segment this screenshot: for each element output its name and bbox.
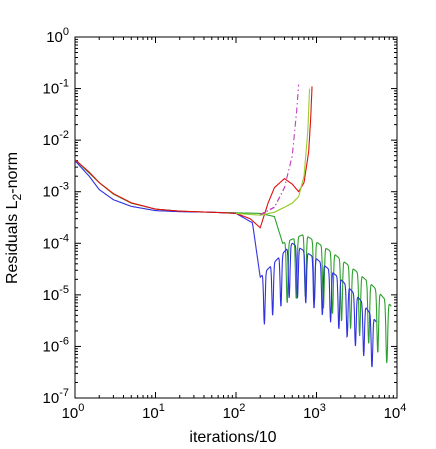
- y-tick-label: 10-4: [43, 232, 69, 252]
- y-tick-label: 10-3: [43, 181, 69, 201]
- series-line-1: [74, 159, 392, 364]
- y-tick-label: 10-6: [43, 335, 69, 355]
- x-tick-labels: 100 101 102 103 104: [62, 402, 407, 422]
- y-tick-label: 10-5: [43, 284, 69, 304]
- x-tick-label: 101: [142, 402, 165, 422]
- y-tick-label: 10-2: [43, 129, 69, 149]
- y-axis-label-subscript: 2: [10, 193, 24, 200]
- series-line-5: [259, 84, 300, 216]
- plot-frame: [74, 36, 398, 399]
- y-axis-label-tail: -norm: [4, 152, 21, 194]
- x-tick-label: 103: [303, 402, 326, 422]
- series-line-4: [236, 88, 311, 216]
- series-group: [74, 84, 392, 368]
- x-tick-label: 104: [384, 402, 407, 422]
- series-line-3: [74, 86, 313, 229]
- y-tick-label: 10-1: [43, 78, 69, 98]
- x-tick-label: 100: [62, 402, 85, 422]
- y-tick-labels: 100 10-1 10-2 10-3 10-4 10-5 10-6 10-7: [43, 26, 69, 407]
- plot-area: 100 101 102 103 104 10010-110-210-310-410-51…: [43, 26, 407, 422]
- y-tick-label: 10-7: [43, 387, 69, 407]
- y-axis-label-main: Residuals L: [4, 200, 21, 284]
- y-axis-label: Residuals L2-norm: [4, 152, 24, 284]
- x-axis-label: iterations/10: [189, 429, 276, 446]
- y-tick-label: 100: [46, 26, 69, 46]
- tick-marks: [74, 36, 398, 399]
- x-tick-label: 102: [223, 402, 246, 422]
